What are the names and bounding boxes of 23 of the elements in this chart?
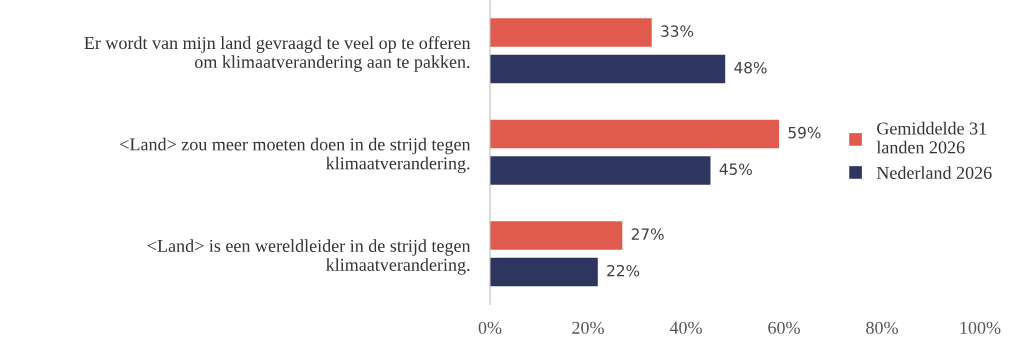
- data-label: 45%: [719, 163, 752, 175]
- x-tick-label: 80%: [866, 321, 898, 334]
- bar: [490, 18, 652, 47]
- x-tick-label: 100%: [960, 321, 1001, 334]
- bar: [490, 257, 598, 287]
- data-label: 33%: [661, 25, 694, 37]
- data-label: 22%: [607, 264, 640, 277]
- y-tick-label: <Land> is een wereldleider in de strijd tegen klimaatverandering.: [147, 239, 471, 275]
- data-label: 48%: [734, 61, 767, 74]
- x-tick-label: 60%: [768, 321, 800, 334]
- bar: [490, 156, 711, 185]
- y-tick-label: Er wordt van mijn land gevraagd te veel op te offeren om klimaatverandering aan te pakken.: [84, 36, 471, 72]
- bar: [490, 54, 726, 84]
- legend-label: Nederland 2026: [876, 166, 992, 179]
- bar: [490, 221, 623, 250]
- data-label: 59%: [788, 126, 821, 139]
- legend-label: Gemiddelde 31 landen 2026: [876, 121, 987, 154]
- x-tick-label: 40%: [669, 321, 702, 334]
- bar: [490, 119, 780, 149]
- y-tick-label: <Land> zou meer moeten doen in de strijd tegen klimaatverandering.: [120, 137, 471, 174]
- x-tick-label: 0%: [478, 321, 502, 334]
- data-label: 27%: [631, 228, 664, 240]
- x-tick-label: 20%: [572, 321, 604, 334]
